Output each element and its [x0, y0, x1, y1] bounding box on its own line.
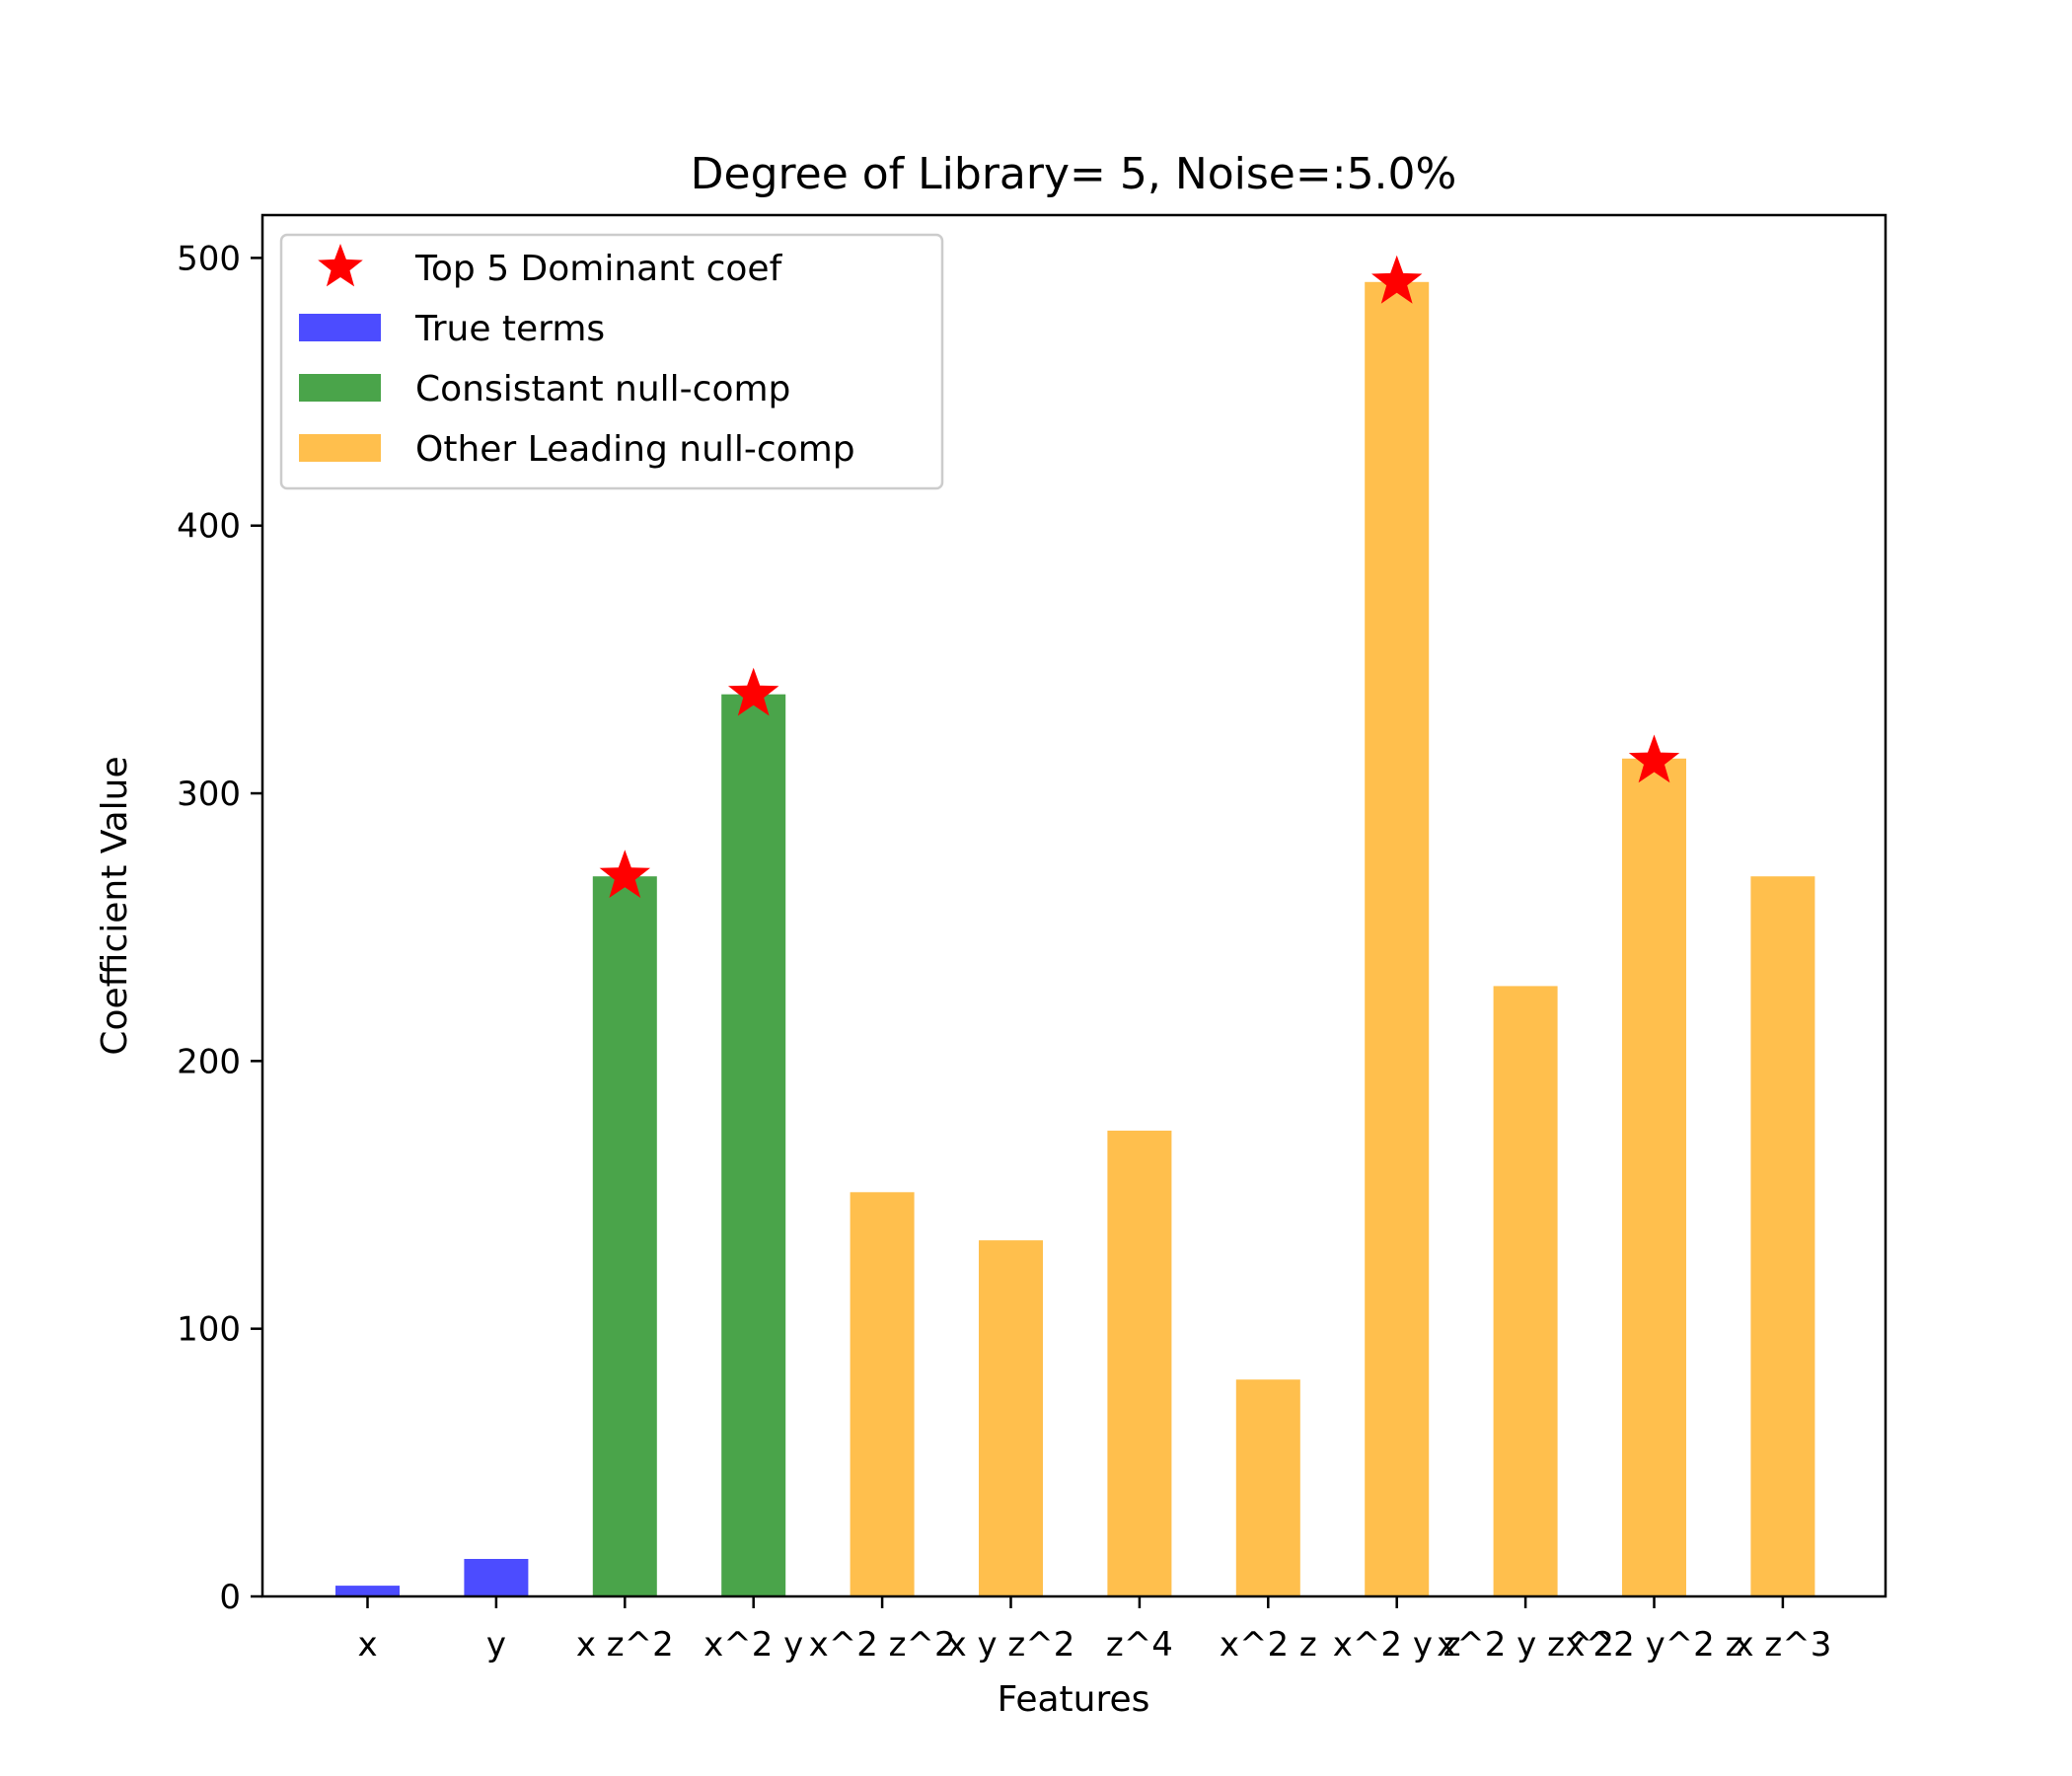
x-tick-label: x y z^2: [947, 1625, 1075, 1665]
bar-x-z-3: [1750, 876, 1815, 1596]
x-tick-label: x^2 y: [703, 1625, 803, 1665]
x-tick-label: x^2 y^2 z: [1566, 1625, 1743, 1665]
dominant-star-marker: [1628, 734, 1680, 783]
y-tick-label: 200: [177, 1042, 241, 1081]
x-axis-label: Features: [998, 1679, 1150, 1720]
y-axis: 0 100 200 300 400 500: [177, 239, 262, 1617]
legend-label: Other Leading null-comp: [415, 429, 855, 470]
y-tick-label: 400: [177, 507, 241, 547]
y-tick-label: 300: [177, 775, 241, 814]
x-tick-label: z^4: [1106, 1625, 1173, 1665]
bar-x: [335, 1586, 400, 1596]
y-tick-label: 0: [219, 1578, 241, 1617]
bar-x-2-y-2-z: [1622, 758, 1686, 1596]
plot-frame: [260, 213, 1887, 1598]
bar-x-2-y: [721, 694, 786, 1596]
x-tick-label: x^2 z: [1220, 1625, 1317, 1665]
legend-label: Consistant null-comp: [415, 369, 790, 409]
dominant-star-marker: [599, 850, 650, 898]
bar-x-2-z-2: [850, 1192, 915, 1596]
x-axis: x y x z^2 x^2 y x^2 z^2x y z^2 z^4 x^2 z x^2 y …: [357, 1596, 1831, 1665]
y-tick-label: 100: [177, 1310, 241, 1350]
legend-swatch: [299, 314, 381, 341]
legend-label: True terms: [414, 309, 605, 349]
legend-swatch: [299, 374, 381, 402]
x-tick-label: x^2 y z^2: [1437, 1625, 1614, 1665]
legend-label: Top 5 Dominant coef: [414, 249, 783, 289]
dominant-star-marker: [728, 667, 779, 716]
y-axis-label: Coefficient Value: [95, 756, 135, 1055]
dominant-star-marker: [1371, 255, 1423, 304]
x-tick-label: y: [486, 1625, 506, 1665]
bar-x-z-2: [592, 876, 657, 1596]
bar-x-2-y-z-2: [1493, 986, 1558, 1596]
bar-x-2-z: [1235, 1379, 1300, 1596]
legend: Top 5 Dominant coef True terms Consistant …: [279, 233, 944, 490]
bar-z-4: [1107, 1130, 1172, 1596]
x-tick-label: x^2 z^2: [809, 1625, 956, 1665]
x-tick-label: x z^3: [1734, 1625, 1831, 1665]
bars-layer: [335, 281, 1815, 1596]
chart-title: Degree of Library= 5, Noise=:5.0%: [691, 149, 1457, 199]
bar-x-2-y-z: [1365, 281, 1430, 1596]
bar-y: [464, 1559, 529, 1596]
legend-box: [279, 233, 944, 490]
bar-x-y-z-2: [979, 1240, 1043, 1596]
x-tick-label: x: [357, 1625, 377, 1665]
dominant-markers-layer: [599, 255, 1680, 898]
x-tick-label: x z^2: [576, 1625, 674, 1665]
legend-swatch: [299, 434, 381, 462]
x-tick-label: x^2 y z: [1333, 1625, 1461, 1665]
legend-star-icon: [318, 244, 363, 287]
y-tick-label: 500: [177, 239, 241, 278]
